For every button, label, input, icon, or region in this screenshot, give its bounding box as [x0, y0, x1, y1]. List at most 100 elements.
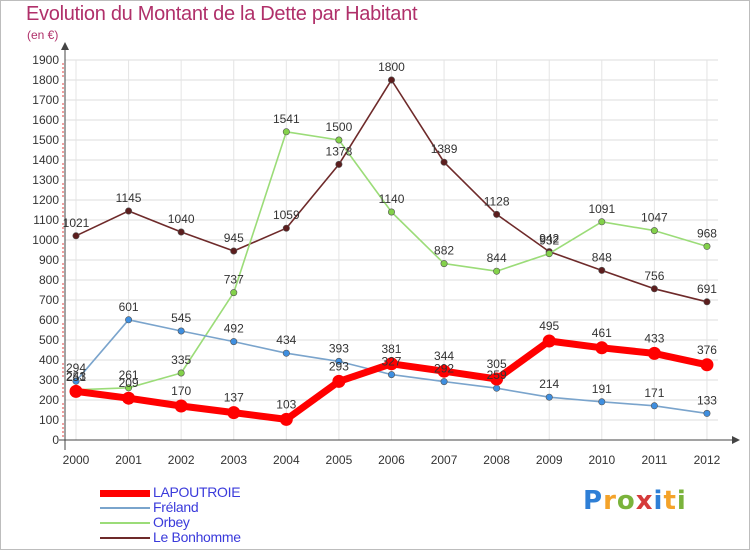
data-label: 844	[487, 251, 507, 265]
series-point	[282, 224, 290, 232]
series-point	[545, 393, 553, 401]
series-point	[282, 349, 290, 357]
series-point	[177, 327, 185, 335]
series-point	[440, 378, 448, 386]
y-tick-label: 1000	[32, 233, 59, 247]
series-point	[598, 398, 606, 406]
data-label: 292	[434, 362, 454, 376]
series-point	[125, 316, 133, 324]
legend-swatch	[100, 507, 150, 509]
axes: 0 100 200 300 400 500 600 700 800 900 1000 1100 1200…	[32, 42, 740, 467]
logo-letter: x	[635, 486, 654, 516]
x-tick-label: 2010	[588, 453, 615, 467]
data-label: 1145	[116, 191, 142, 205]
series-point	[490, 372, 504, 386]
series-point	[387, 208, 395, 216]
data-label: 848	[592, 250, 612, 264]
series-point	[230, 247, 238, 255]
series-point	[335, 160, 343, 168]
series-point	[335, 136, 343, 144]
y-tick-label: 800	[39, 273, 59, 287]
data-label: 214	[539, 377, 559, 391]
data-label: 1389	[431, 142, 458, 156]
data-label: 327	[381, 355, 401, 369]
data-label: 882	[434, 244, 454, 258]
legend-label: Fréland	[153, 499, 199, 515]
data-label: 243	[66, 369, 86, 383]
series-point	[279, 412, 293, 426]
series-point	[545, 250, 553, 258]
series-point	[647, 346, 661, 360]
x-tick-label: 2007	[431, 453, 458, 467]
series-point	[125, 207, 133, 215]
chart-subtitle: (en €)	[27, 28, 59, 42]
y-tick-label: 1600	[32, 113, 59, 127]
series-point	[230, 289, 238, 297]
y-tick-label: 600	[39, 313, 59, 327]
y-tick-label: 700	[39, 293, 59, 307]
series-point	[282, 128, 290, 136]
x-tick-label: 2009	[536, 453, 563, 467]
y-tick-label: 1100	[33, 213, 59, 227]
y-tick-label: 1500	[32, 133, 59, 147]
data-label: 433	[644, 331, 664, 345]
logo-letter: o	[616, 486, 636, 516]
logo-letter: r	[603, 486, 617, 516]
proxiti-logo: Proxiti	[583, 486, 687, 516]
data-label: 381	[381, 342, 401, 356]
y-tick-label: 100	[39, 413, 59, 427]
series-point	[703, 242, 711, 250]
series-point	[72, 377, 80, 385]
series-lines	[69, 76, 714, 426]
y-tick-label: 0	[52, 433, 59, 447]
series-point	[332, 374, 346, 388]
legend-label: LAPOUTROIE	[153, 484, 241, 500]
data-label: 492	[224, 322, 244, 336]
data-label: 137	[224, 391, 244, 405]
data-label: 1541	[273, 112, 300, 126]
data-label: 170	[171, 384, 191, 398]
data-label: 495	[539, 319, 559, 333]
x-tick-label: 2001	[115, 453, 142, 467]
data-label: 1378	[326, 144, 353, 158]
data-label: 1059	[273, 208, 300, 222]
data-label: 545	[171, 311, 191, 325]
chart-title: Evolution du Montant de la Dette par Hab…	[26, 3, 418, 25]
x-tick-label: 2006	[378, 453, 405, 467]
data-label: 1128	[484, 194, 510, 208]
legend-swatch	[100, 537, 150, 539]
series-point	[335, 357, 343, 365]
series-point	[440, 158, 448, 166]
y-axis-arrow	[61, 42, 69, 50]
series-point	[69, 384, 83, 398]
data-label: 209	[119, 376, 139, 390]
data-label: 251	[66, 370, 86, 384]
data-label: 259	[487, 368, 507, 382]
series-point	[542, 334, 556, 348]
series-point	[125, 384, 133, 392]
series-point	[227, 406, 241, 420]
x-tick-label: 2012	[694, 453, 721, 467]
data-label: 1021	[63, 216, 90, 230]
data-label: 968	[697, 226, 717, 240]
series-point	[177, 369, 185, 377]
x-tick-label: 2003	[220, 453, 247, 467]
y-tick-label: 1400	[32, 153, 59, 167]
data-label: 737	[224, 273, 244, 287]
data-label: 305	[487, 357, 507, 371]
data-label: 344	[434, 349, 454, 363]
y-tick-label: 500	[39, 333, 59, 347]
legend-swatch	[100, 522, 150, 524]
data-label: 1040	[168, 212, 195, 226]
series-point	[230, 338, 238, 346]
series-point	[493, 210, 501, 218]
data-label: 133	[697, 393, 717, 407]
data-label: 461	[592, 326, 612, 340]
data-label: 1140	[379, 192, 405, 206]
x-tick-label: 2005	[326, 453, 353, 467]
data-label: 376	[697, 343, 717, 357]
series-point	[72, 232, 80, 240]
series-point	[598, 266, 606, 274]
data-label: 1500	[326, 120, 353, 134]
